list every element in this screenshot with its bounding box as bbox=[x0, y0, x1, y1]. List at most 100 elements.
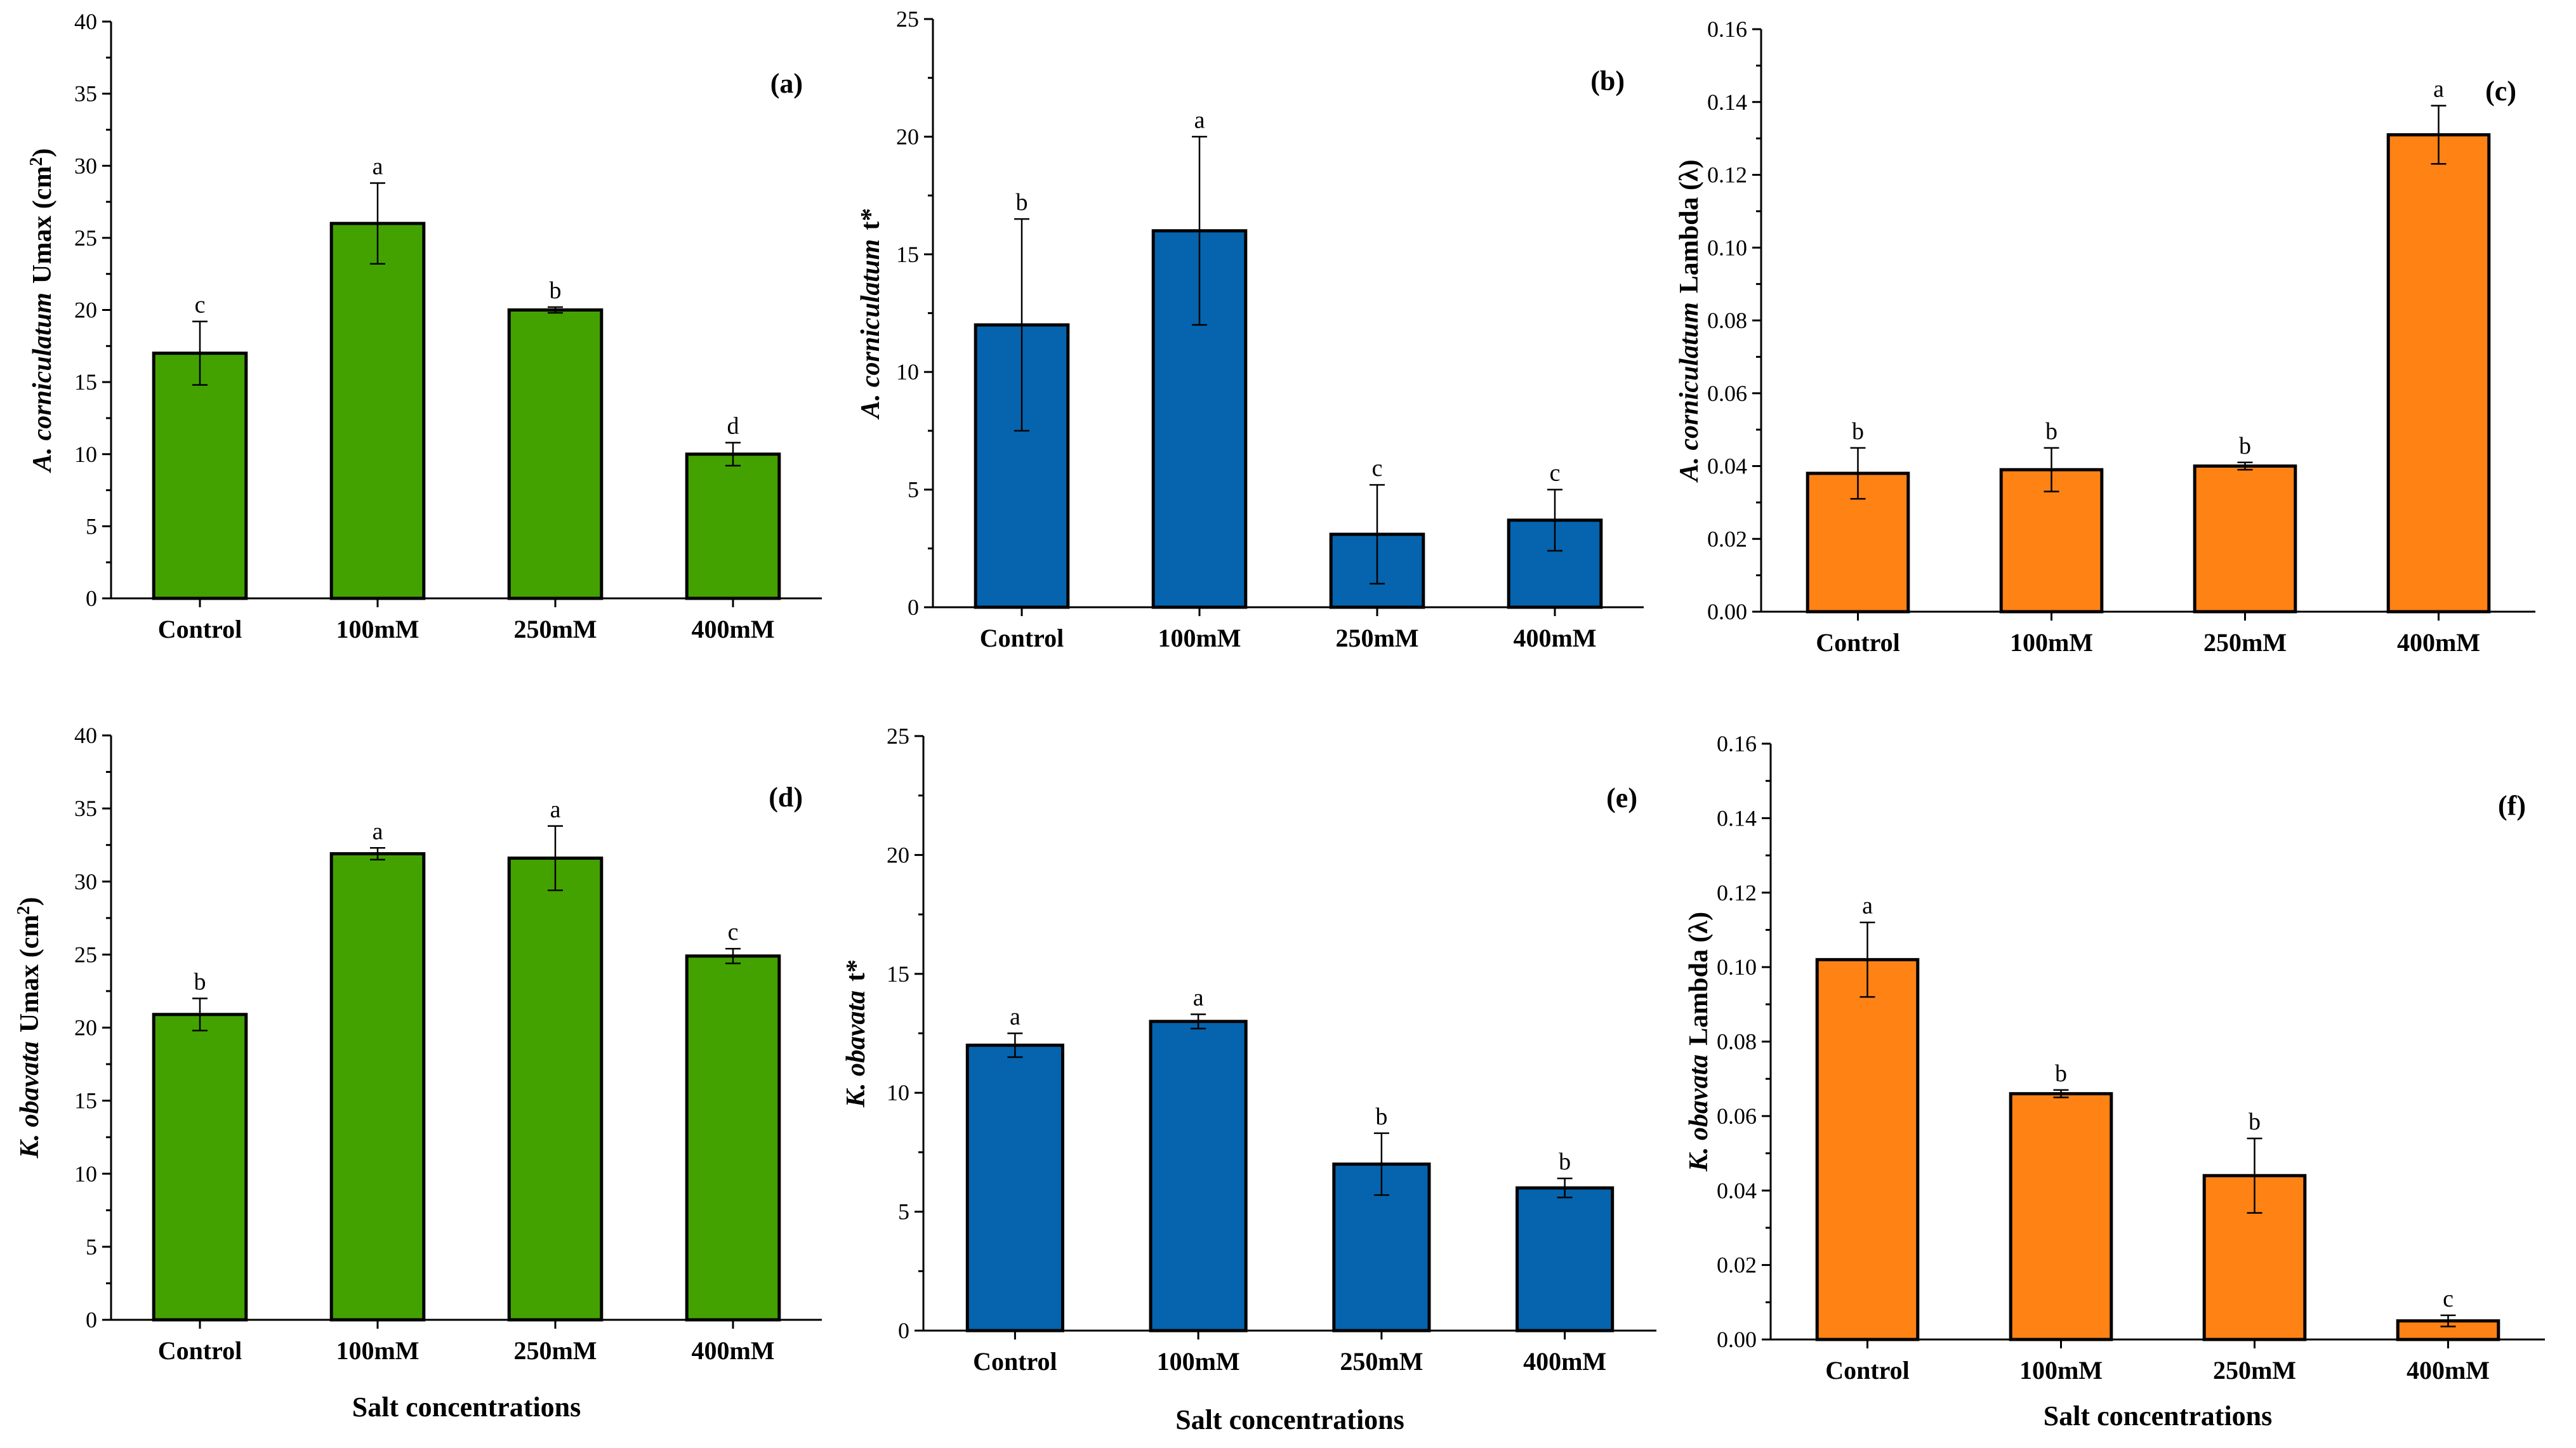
chart-4-x-axis-label: Salt concentrations bbox=[352, 1392, 581, 1423]
chart-3-y-tick-label: 0.02 bbox=[1707, 526, 1747, 551]
chart-1-y-tick-label: 25 bbox=[74, 225, 97, 251]
chart-1-category-label: Control bbox=[158, 615, 242, 643]
chart-4-y-tick-label: 20 bbox=[74, 1015, 97, 1041]
chart-1-y-tick-label: 15 bbox=[74, 369, 97, 395]
chart-6-category-label: 250mM bbox=[2213, 1356, 2296, 1385]
chart-5-category-label: 100mM bbox=[1157, 1347, 1240, 1376]
chart-1-y-label-superscript: 2 bbox=[27, 157, 46, 166]
chart-2-significance-letter: b bbox=[1016, 189, 1028, 216]
chart-3-y-tick-label: 0.12 bbox=[1707, 162, 1747, 188]
chart-4-panel-label: (d) bbox=[769, 782, 803, 813]
chart-1-y-axis-label: A. corniculatum Umax (cm2) bbox=[27, 148, 57, 474]
chart-5-x-axis-label: Salt concentrations bbox=[1175, 1404, 1404, 1435]
chart-6-significance-letter: c bbox=[2443, 1286, 2454, 1312]
chart-4-category-label: 250mM bbox=[513, 1336, 597, 1365]
chart-5-y-tick-label: 25 bbox=[887, 723, 909, 749]
chart-4-y-label-close: ) bbox=[15, 897, 44, 906]
chart-3-bar-250mm bbox=[2193, 464, 2297, 614]
chart-4-y-axis-label: K. obavata Umax (cm2) bbox=[14, 897, 44, 1159]
chart-2-significance-letter: c bbox=[1550, 460, 1561, 487]
chart-1-significance-letter: a bbox=[373, 154, 383, 180]
chart-3-category-label: 100mM bbox=[2010, 628, 2093, 657]
chart-1-y-label-species: A. corniculatum bbox=[28, 293, 57, 473]
chart-3-y-label-metric: Lambda (λ) bbox=[1675, 159, 1704, 293]
chart-2-category-label: 250mM bbox=[1335, 624, 1418, 652]
chart-5-panel-label: (e) bbox=[1606, 782, 1637, 813]
chart-3-significance-letter: b bbox=[1852, 418, 1864, 445]
chart-1-bar-control bbox=[152, 352, 248, 600]
chart-6-y-tick-label: 0.04 bbox=[1717, 1178, 1757, 1203]
chart-5-significance-letter: a bbox=[1193, 985, 1204, 1011]
chart-3-y-tick-label: 0.00 bbox=[1707, 599, 1747, 624]
chart-1-category-label: 250mM bbox=[513, 615, 597, 643]
chart-5-significance-letter: a bbox=[1010, 1004, 1020, 1030]
chart-5-category-label: 400mM bbox=[1523, 1347, 1606, 1376]
chart-1-category-label: 100mM bbox=[336, 615, 419, 643]
chart-6-y-tick-label: 0.00 bbox=[1717, 1327, 1757, 1352]
chart-3-y-tick-label: 0.06 bbox=[1707, 381, 1747, 406]
chart-5-significance-letter: b bbox=[1559, 1149, 1571, 1175]
chart-1-bar-100mm bbox=[329, 221, 426, 600]
chart-6-category-label: Control bbox=[1825, 1356, 1910, 1385]
chart-1-y-tick-label: 30 bbox=[74, 153, 97, 178]
chart-4-significance-letter: a bbox=[550, 796, 561, 823]
chart-5-y-tick-label: 0 bbox=[898, 1318, 909, 1343]
chart-2-category-label: 400mM bbox=[1513, 624, 1596, 652]
chart-1-significance-letter: b bbox=[550, 277, 562, 304]
chart-3-y-tick-label: 0.16 bbox=[1707, 16, 1747, 42]
chart-4-category-label: 400mM bbox=[691, 1336, 774, 1365]
chart-2-y-tick-label: 5 bbox=[908, 477, 919, 503]
chart-2-y-label-metric: t* bbox=[856, 208, 885, 230]
chart-4-bar-250mm bbox=[507, 856, 604, 1322]
chart-4-significance-letter: a bbox=[373, 818, 383, 845]
chart-4-y-tick-label: 0 bbox=[86, 1307, 97, 1333]
chart-1-category-label: 400mM bbox=[691, 615, 774, 643]
chart-4-y-tick-label: 30 bbox=[74, 869, 97, 894]
chart-2-y-tick-label: 0 bbox=[908, 595, 919, 620]
chart-2-significance-letter: a bbox=[1194, 107, 1205, 133]
chart-2-y-tick-label: 10 bbox=[896, 359, 919, 385]
chart-4-y-tick-label: 35 bbox=[74, 796, 97, 821]
chart-2-y-axis-label: A. corniculatum t* bbox=[856, 208, 885, 420]
chart-5-category-label: Control bbox=[973, 1347, 1057, 1376]
chart-3-y-tick-label: 0.14 bbox=[1707, 89, 1747, 115]
chart-5-y-label-species: K. obavata bbox=[842, 991, 871, 1108]
chart-5-y-tick-label: 10 bbox=[887, 1080, 909, 1105]
chart-3-y-axis-label: A. corniculatum Lambda (λ) bbox=[1675, 159, 1704, 483]
chart-5-bar-100mm bbox=[1149, 1020, 1248, 1333]
chart-4-y-label-species: K. obavata bbox=[15, 1041, 44, 1159]
chart-6-bar-control bbox=[1815, 958, 1920, 1341]
chart-6-y-tick-label: 0.10 bbox=[1717, 954, 1757, 980]
chart-6-y-tick-label: 0.08 bbox=[1717, 1029, 1757, 1055]
chart-5-bar-400mm bbox=[1516, 1186, 1615, 1333]
chart-1-y-tick-label: 10 bbox=[74, 442, 97, 467]
chart-6-category-label: 100mM bbox=[2019, 1356, 2103, 1385]
chart-1-y-tick-label: 40 bbox=[74, 9, 97, 34]
chart-4-y-tick-label: 25 bbox=[74, 942, 97, 967]
chart-4-y-tick-label: 40 bbox=[74, 723, 97, 748]
chart-2-y-tick-label: 15 bbox=[896, 242, 919, 267]
chart-6-category-label: 400mM bbox=[2407, 1356, 2490, 1385]
chart-6-significance-letter: b bbox=[2055, 1060, 2067, 1087]
chart-4-significance-letter: b bbox=[194, 968, 206, 995]
chart-5-significance-letter: b bbox=[1375, 1103, 1387, 1130]
chart-4-bar-400mm bbox=[685, 954, 781, 1322]
chart-3-panel-label: (c) bbox=[2485, 76, 2516, 107]
chart-6-y-tick-label: 0.02 bbox=[1717, 1253, 1757, 1278]
chart-6-panel-label: (f) bbox=[2498, 790, 2526, 821]
chart-4-y-tick-label: 10 bbox=[74, 1161, 97, 1187]
chart-5-bar-control bbox=[965, 1043, 1064, 1333]
chart-2-category-label: 100mM bbox=[1158, 624, 1241, 652]
chart-3-category-label: Control bbox=[1816, 628, 1900, 657]
chart-5-y-tick-label: 15 bbox=[887, 961, 909, 987]
chart-4-bar-control bbox=[152, 1013, 248, 1322]
chart-1-bar-250mm bbox=[507, 308, 604, 600]
chart-1-y-label-metric: Umax (cm bbox=[28, 166, 57, 284]
chart-4-bar-100mm bbox=[329, 852, 426, 1322]
chart-6-x-axis-label: Salt concentrations bbox=[2044, 1400, 2273, 1432]
chart-2-panel-label: (b) bbox=[1590, 65, 1625, 96]
chart-5-y-tick-label: 20 bbox=[887, 842, 909, 867]
chart-4-category-label: Control bbox=[158, 1336, 242, 1365]
chart-4-y-label-metric: Umax (cm bbox=[15, 915, 44, 1032]
